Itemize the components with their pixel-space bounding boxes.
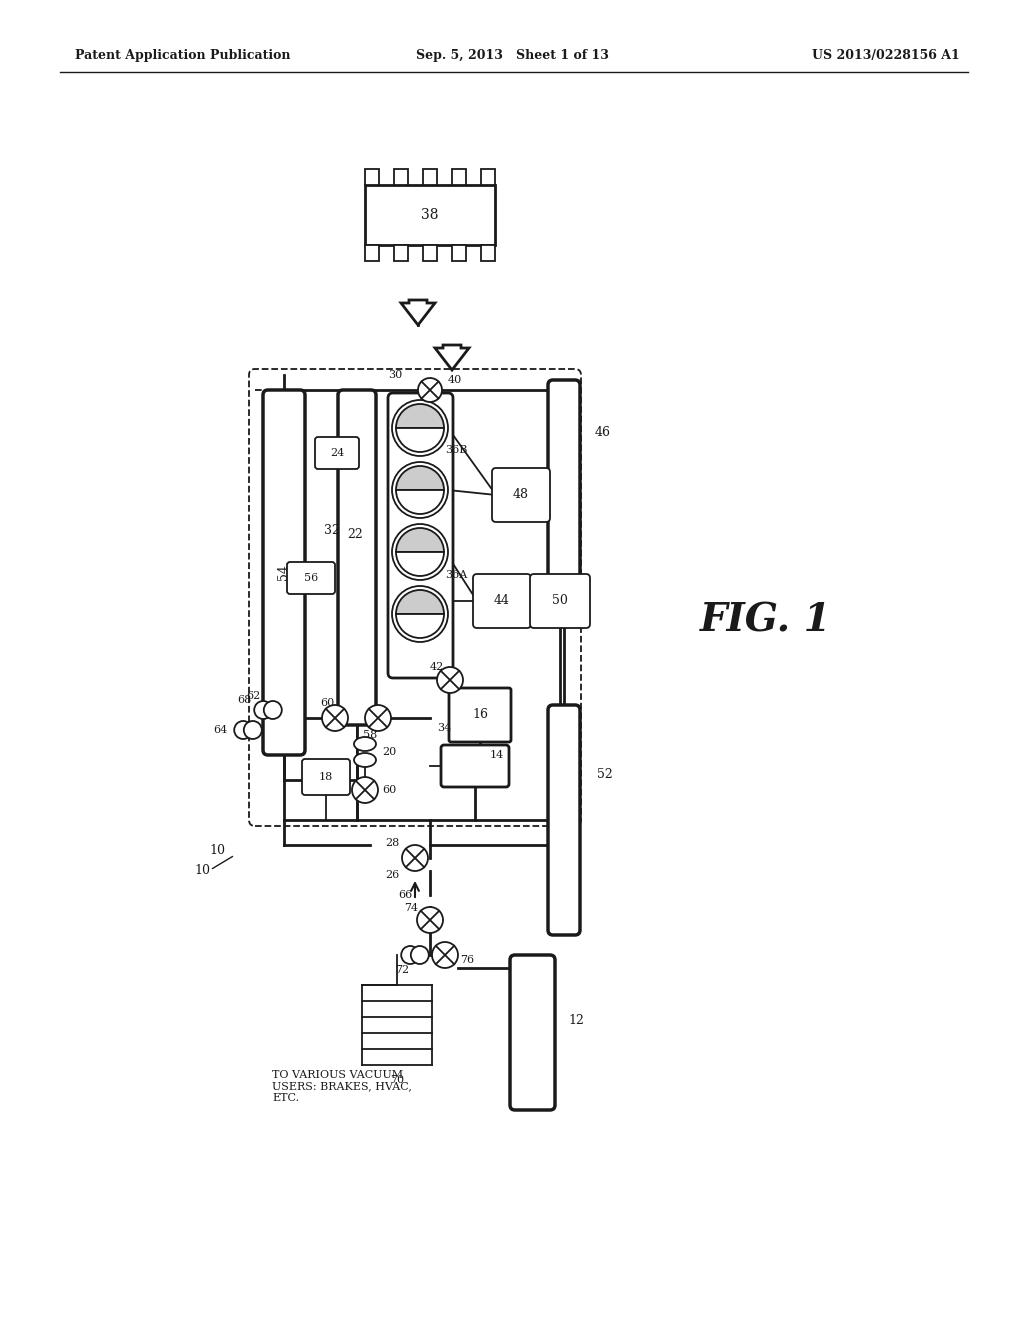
- Bar: [394, 169, 408, 185]
- Text: 22: 22: [347, 528, 362, 541]
- Circle shape: [401, 946, 419, 964]
- Text: 10: 10: [194, 863, 210, 876]
- Wedge shape: [396, 614, 444, 638]
- Circle shape: [402, 845, 428, 871]
- Text: 16: 16: [472, 709, 488, 722]
- Text: 38: 38: [421, 209, 438, 222]
- FancyBboxPatch shape: [530, 574, 590, 628]
- FancyBboxPatch shape: [287, 562, 335, 594]
- Text: 30: 30: [388, 370, 402, 380]
- Text: 28: 28: [386, 838, 400, 847]
- FancyBboxPatch shape: [315, 437, 359, 469]
- Text: 66: 66: [398, 890, 412, 900]
- Bar: [481, 169, 495, 185]
- Text: US 2013/0228156 A1: US 2013/0228156 A1: [812, 49, 961, 62]
- Text: 72: 72: [395, 965, 409, 975]
- FancyBboxPatch shape: [441, 744, 509, 787]
- Circle shape: [392, 524, 449, 579]
- Bar: [365, 185, 495, 246]
- Text: 44: 44: [494, 594, 510, 607]
- Wedge shape: [396, 528, 444, 552]
- Text: 58: 58: [362, 730, 377, 741]
- Wedge shape: [396, 404, 444, 428]
- Bar: [423, 169, 437, 185]
- Text: 20: 20: [382, 747, 396, 756]
- Ellipse shape: [354, 737, 376, 751]
- FancyBboxPatch shape: [548, 705, 580, 935]
- Circle shape: [418, 378, 442, 403]
- Ellipse shape: [354, 752, 376, 767]
- Circle shape: [352, 777, 378, 803]
- Text: 32: 32: [325, 524, 340, 536]
- Circle shape: [392, 462, 449, 517]
- Circle shape: [244, 721, 262, 739]
- FancyArrow shape: [401, 300, 435, 325]
- Text: 42: 42: [430, 663, 444, 672]
- Text: 52: 52: [597, 768, 612, 781]
- Text: 64: 64: [214, 725, 228, 735]
- Text: 74: 74: [403, 903, 418, 913]
- Text: 54: 54: [278, 564, 291, 579]
- Bar: [452, 169, 466, 185]
- FancyBboxPatch shape: [302, 759, 350, 795]
- Text: 62: 62: [246, 690, 260, 701]
- Circle shape: [322, 705, 348, 731]
- Text: 76: 76: [460, 954, 474, 965]
- Text: 48: 48: [513, 488, 529, 502]
- Wedge shape: [396, 428, 444, 451]
- Bar: [365, 246, 379, 261]
- Text: 14: 14: [490, 750, 504, 760]
- Text: FIG. 1: FIG. 1: [700, 601, 831, 639]
- Circle shape: [254, 701, 272, 719]
- Text: 34: 34: [437, 723, 452, 733]
- Text: 46: 46: [595, 425, 611, 438]
- Text: 18: 18: [318, 772, 333, 781]
- Text: 60: 60: [382, 785, 396, 795]
- Text: 10: 10: [209, 843, 225, 857]
- FancyBboxPatch shape: [388, 393, 453, 678]
- Text: Sep. 5, 2013   Sheet 1 of 13: Sep. 5, 2013 Sheet 1 of 13: [416, 49, 608, 62]
- Text: 50: 50: [552, 594, 568, 607]
- FancyBboxPatch shape: [338, 389, 376, 725]
- FancyBboxPatch shape: [548, 380, 580, 585]
- Bar: [365, 169, 379, 185]
- Wedge shape: [396, 552, 444, 576]
- Circle shape: [365, 705, 391, 731]
- Text: TO VARIOUS VACUUM
USERS: BRAKES, HVAC,
ETC.: TO VARIOUS VACUUM USERS: BRAKES, HVAC, E…: [272, 1071, 412, 1104]
- FancyBboxPatch shape: [449, 688, 511, 742]
- Wedge shape: [396, 590, 444, 614]
- Circle shape: [437, 667, 463, 693]
- FancyBboxPatch shape: [510, 954, 555, 1110]
- FancyBboxPatch shape: [263, 389, 305, 755]
- Text: 40: 40: [449, 375, 462, 385]
- Circle shape: [264, 701, 282, 719]
- Text: 60: 60: [319, 698, 334, 708]
- FancyBboxPatch shape: [473, 574, 531, 628]
- Wedge shape: [396, 466, 444, 490]
- Bar: [423, 246, 437, 261]
- Circle shape: [432, 942, 458, 968]
- Text: 26: 26: [386, 870, 400, 880]
- Wedge shape: [396, 490, 444, 513]
- Text: 24: 24: [330, 447, 344, 458]
- FancyArrow shape: [435, 345, 469, 370]
- Text: Patent Application Publication: Patent Application Publication: [75, 49, 291, 62]
- FancyBboxPatch shape: [249, 370, 581, 826]
- Bar: [481, 246, 495, 261]
- Text: 36A: 36A: [445, 570, 467, 579]
- Text: 56: 56: [304, 573, 318, 583]
- FancyBboxPatch shape: [492, 469, 550, 521]
- Text: 70: 70: [390, 1074, 404, 1085]
- Bar: [394, 246, 408, 261]
- Text: 68: 68: [238, 696, 252, 705]
- Bar: [452, 246, 466, 261]
- Circle shape: [417, 907, 443, 933]
- Circle shape: [411, 946, 429, 964]
- Circle shape: [392, 400, 449, 455]
- Text: 12: 12: [568, 1014, 584, 1027]
- Circle shape: [234, 721, 252, 739]
- Text: 36B: 36B: [445, 445, 467, 455]
- Circle shape: [392, 586, 449, 642]
